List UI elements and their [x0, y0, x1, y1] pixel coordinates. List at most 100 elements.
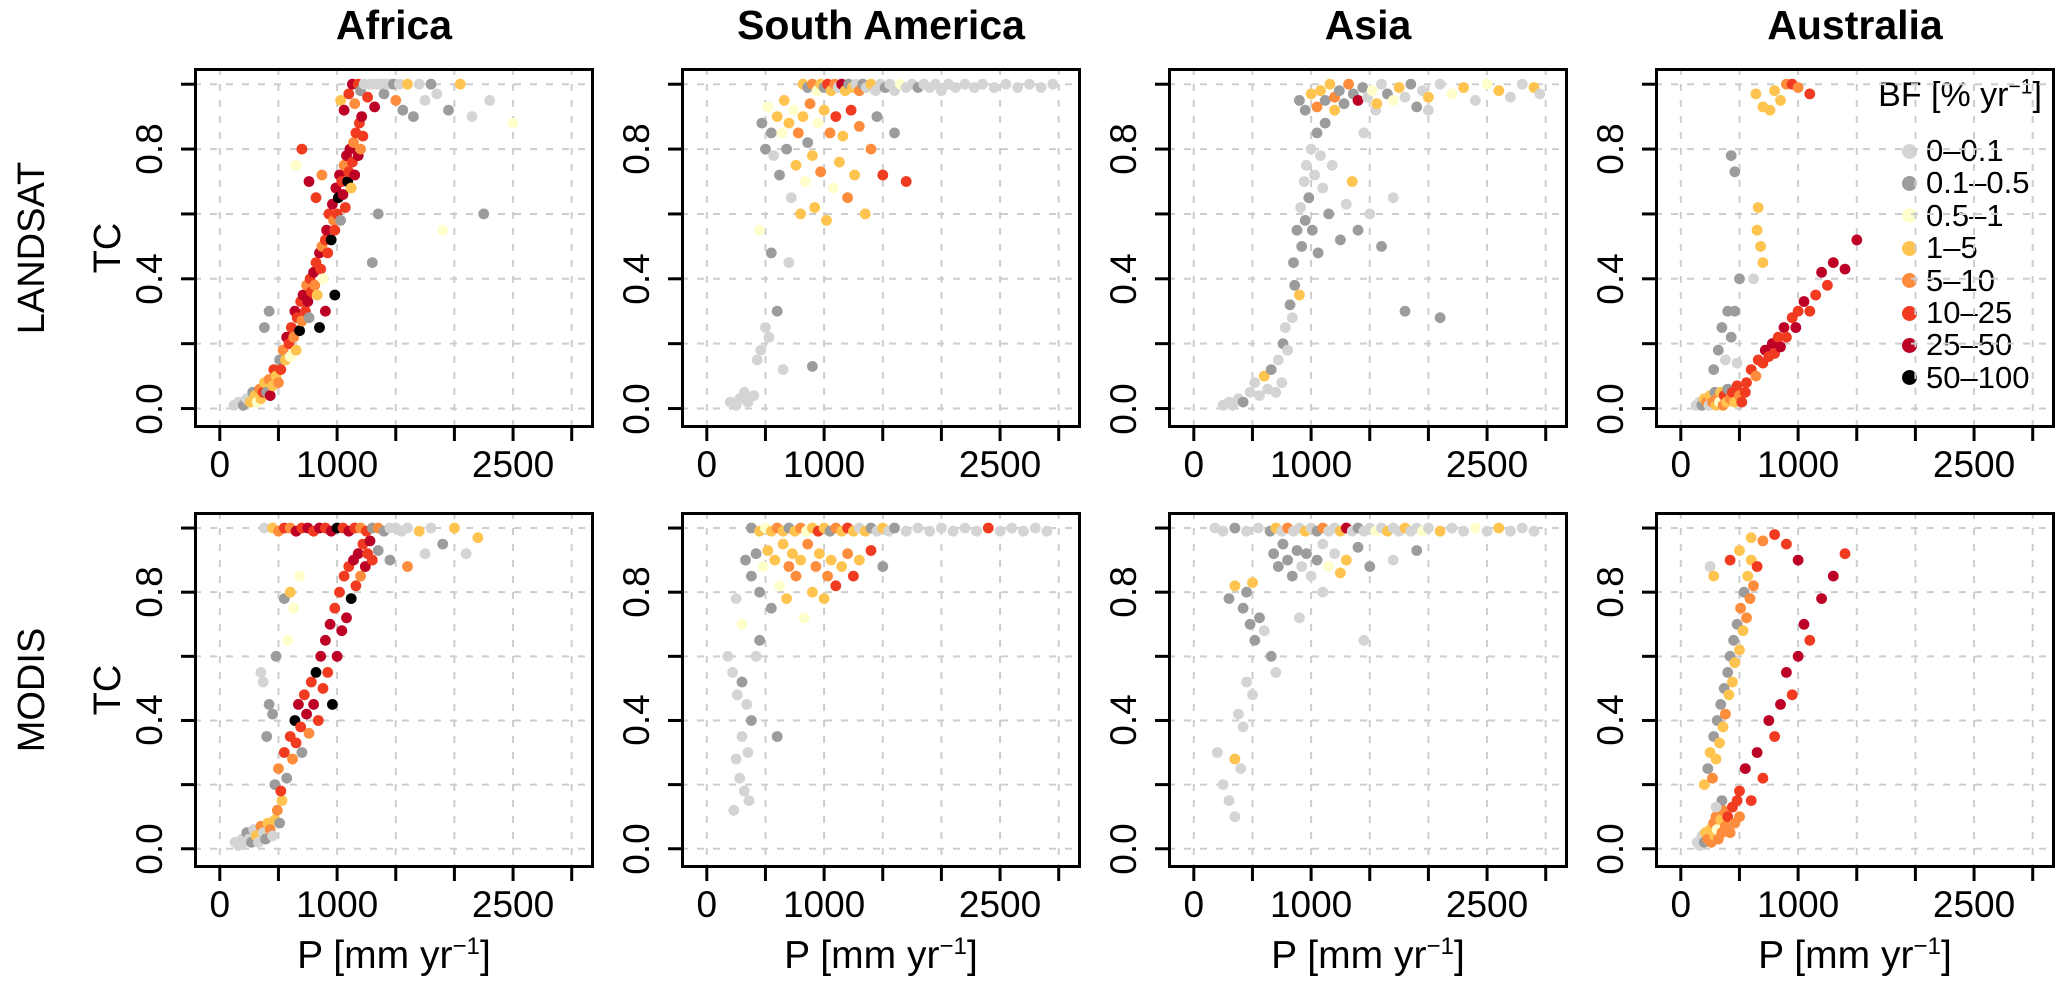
- data-point: [288, 602, 300, 614]
- data-point: [754, 586, 765, 598]
- data-point: [1792, 82, 1804, 93]
- data-point: [327, 699, 338, 710]
- y-tick-label: 0.4: [1590, 694, 1631, 747]
- data-point: [1295, 202, 1306, 213]
- data-point: [1744, 593, 1756, 604]
- data-point: [768, 150, 780, 161]
- data-point: [413, 525, 425, 537]
- scatter-panel-australia-modis: [1642, 512, 2055, 881]
- data-point: [1752, 202, 1764, 213]
- data-point: [335, 215, 346, 226]
- data-point: [1358, 634, 1370, 646]
- data-point: [1387, 192, 1399, 204]
- data-point: [765, 247, 777, 259]
- data-point: [484, 95, 495, 106]
- data-point: [1352, 541, 1364, 553]
- data-point: [825, 554, 837, 566]
- column-title-australia: Australia: [1767, 2, 1943, 48]
- y-tick-label: 0.0: [616, 823, 657, 875]
- data-point: [1748, 273, 1759, 285]
- data-point: [1716, 322, 1728, 333]
- data-point: [316, 169, 328, 181]
- x-axis-title-end: ]: [967, 934, 978, 977]
- data-point: [1534, 88, 1546, 100]
- data-point: [1311, 554, 1323, 566]
- data-point: [294, 325, 305, 337]
- data-point: [1233, 708, 1244, 720]
- x-axis-title-end: ]: [1454, 934, 1465, 977]
- data-point: [1249, 377, 1261, 388]
- panel-border: [1655, 68, 2055, 428]
- x-tick-label: 0: [209, 444, 231, 485]
- data-point: [1041, 525, 1053, 537]
- data-point: [369, 101, 380, 113]
- data-point: [809, 202, 821, 213]
- data-point: [1729, 166, 1741, 178]
- legend-title-text: BF [% yr: [1878, 76, 2009, 114]
- data-point: [1376, 241, 1387, 252]
- data-point: [478, 208, 490, 220]
- data-point: [273, 377, 284, 388]
- x-axis-title-text: P [mm yr: [1271, 934, 1427, 977]
- data-point: [408, 111, 419, 122]
- data-point: [774, 580, 785, 592]
- data-point: [294, 570, 305, 582]
- data-point: [1364, 561, 1376, 572]
- data-point: [1717, 721, 1729, 733]
- x-tick-label: 2500: [958, 444, 1042, 485]
- data-point: [754, 224, 765, 236]
- x-axis-title-text: P [mm yr: [297, 934, 453, 977]
- data-point: [936, 522, 947, 534]
- data-point: [1270, 667, 1282, 678]
- data-point: [1851, 234, 1863, 246]
- data-point: [797, 111, 809, 122]
- data-point: [402, 78, 413, 90]
- data-point: [286, 322, 297, 333]
- data-point: [807, 150, 818, 161]
- x-tick-label: 0: [1183, 444, 1205, 485]
- data-point: [309, 279, 321, 291]
- data-point: [1741, 377, 1752, 388]
- data-point: [807, 361, 818, 372]
- x-axis-title-africa: P [mm yr−1]: [194, 934, 594, 978]
- data-point: [1792, 305, 1804, 317]
- data-point: [754, 634, 765, 646]
- data-point: [317, 683, 329, 694]
- data-point: [746, 570, 757, 582]
- column-title-africa: Africa: [335, 2, 453, 48]
- data-point: [1505, 91, 1516, 103]
- data-point: [378, 88, 390, 100]
- data-point: [1734, 811, 1745, 823]
- y-tick-label: 0.4: [1590, 253, 1631, 305]
- data-point: [1393, 82, 1405, 93]
- data-point: [356, 111, 368, 122]
- data-point: [774, 169, 785, 181]
- data-point: [259, 522, 270, 534]
- data-point: [1775, 95, 1786, 106]
- data-point: [338, 104, 350, 116]
- data-point: [950, 82, 961, 93]
- data-point: [278, 747, 290, 758]
- data-point: [290, 737, 302, 749]
- data-point: [287, 753, 298, 765]
- data-point: [345, 182, 357, 194]
- legend-entry: 0–0.1: [1902, 133, 2004, 168]
- x-tick-label: 2500: [471, 884, 555, 925]
- data-point: [1229, 522, 1241, 534]
- legend-entry-label: 0.5–1: [1926, 197, 2004, 233]
- data-point: [1306, 224, 1318, 236]
- data-point: [1265, 364, 1277, 375]
- data-point: [1702, 763, 1714, 774]
- x-tick-label: 1000: [1269, 444, 1353, 485]
- data-point: [836, 561, 848, 572]
- data-point: [339, 202, 351, 213]
- x-tick-label: 0: [1670, 884, 1692, 925]
- data-point: [1294, 289, 1305, 301]
- data-point: [912, 522, 924, 534]
- data-point: [1839, 263, 1851, 275]
- legend-entry-label: 1–5: [1926, 230, 1978, 266]
- data-point: [1446, 522, 1458, 534]
- data-point: [1289, 279, 1301, 291]
- legend-swatch-icon: [1902, 143, 1917, 159]
- data-point: [776, 127, 788, 139]
